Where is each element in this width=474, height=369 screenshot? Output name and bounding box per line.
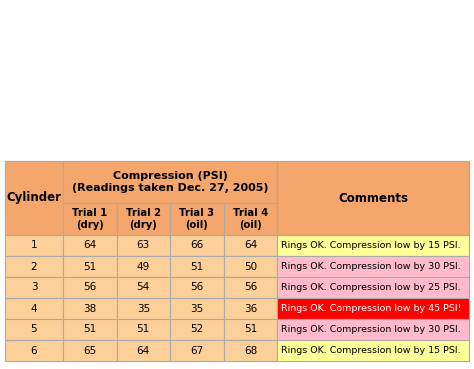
Bar [277,298,469,319]
Text: 64: 64 [83,241,96,251]
Text: 64: 64 [137,345,150,355]
Text: Rings OK. Compression low by 15 PSI.: Rings OK. Compression low by 15 PSI. [281,346,461,355]
Bar [63,235,117,256]
Bar [117,298,170,319]
Bar [117,235,170,256]
Text: Compression (PSI)
(Readings taken Dec. 27, 2005): Compression (PSI) (Readings taken Dec. 2… [72,171,268,193]
Bar [224,319,277,340]
Bar [277,161,469,235]
Text: Comments: Comments [338,192,408,204]
Bar [170,298,224,319]
Bar [63,256,117,277]
Text: 54: 54 [137,283,150,293]
Bar [5,235,63,256]
Bar [170,340,224,361]
Bar [63,161,277,203]
Text: Trial 1
(dry): Trial 1 (dry) [72,208,108,230]
Text: 56: 56 [190,283,203,293]
Text: 51: 51 [244,324,257,335]
Bar [5,319,63,340]
Text: 56: 56 [244,283,257,293]
Bar [224,203,277,235]
Bar [63,203,117,235]
Bar [5,256,63,277]
Bar [170,203,224,235]
Text: 52: 52 [190,324,203,335]
Text: Rings OK. Compression low by 25 PSI.: Rings OK. Compression low by 25 PSI. [281,283,461,292]
Text: Trial 4
(oil): Trial 4 (oil) [233,208,268,230]
Bar [224,256,277,277]
Text: Rings OK. Compression low by 15 PSI.: Rings OK. Compression low by 15 PSI. [281,241,461,250]
Text: 6: 6 [31,345,37,355]
Text: 51: 51 [83,262,96,272]
Bar [117,256,170,277]
Text: 1: 1 [31,241,37,251]
Text: Trial 2
(dry): Trial 2 (dry) [126,208,161,230]
Bar [224,340,277,361]
Bar [63,319,117,340]
Text: 67: 67 [190,345,203,355]
Bar [5,298,63,319]
Text: 64: 64 [244,241,257,251]
Bar [117,203,170,235]
Text: 3: 3 [31,283,37,293]
Text: 4: 4 [31,303,37,314]
Text: 36: 36 [244,303,257,314]
Bar [117,340,170,361]
Text: 35: 35 [190,303,203,314]
Text: 50: 50 [244,262,257,272]
Text: 66: 66 [190,241,203,251]
Bar [277,256,469,277]
Text: 51: 51 [83,324,96,335]
Text: 51: 51 [190,262,203,272]
Bar [5,161,63,235]
Bar [170,256,224,277]
Bar [5,161,469,235]
Bar [63,298,117,319]
Text: Rings OK. Compression low by 30 PSI.: Rings OK. Compression low by 30 PSI. [281,262,461,271]
Text: Cylinder: Cylinder [7,192,62,204]
Bar [63,277,117,298]
Bar [277,235,469,256]
Bar [170,277,224,298]
Text: 49: 49 [137,262,150,272]
Bar [170,235,224,256]
Text: 56: 56 [83,283,96,293]
Text: 38: 38 [83,303,96,314]
Text: 51: 51 [137,324,150,335]
Text: 68: 68 [244,345,257,355]
Text: 5: 5 [31,324,37,335]
Bar [170,319,224,340]
Text: Rings OK. Compression low by 45 PSI!: Rings OK. Compression low by 45 PSI! [281,304,462,313]
Text: Trial 3
(oil): Trial 3 (oil) [179,208,214,230]
Text: 35: 35 [137,303,150,314]
Bar [277,277,469,298]
Bar [277,340,469,361]
Bar [224,298,277,319]
Bar [224,235,277,256]
Bar [224,277,277,298]
Text: 2: 2 [31,262,37,272]
Text: 63: 63 [137,241,150,251]
Text: 65: 65 [83,345,96,355]
Bar [5,277,63,298]
Bar [5,340,63,361]
Bar [277,319,469,340]
Text: Rings OK. Compression low by 30 PSI.: Rings OK. Compression low by 30 PSI. [281,325,461,334]
Bar [117,319,170,340]
Bar [63,340,117,361]
Bar [117,277,170,298]
